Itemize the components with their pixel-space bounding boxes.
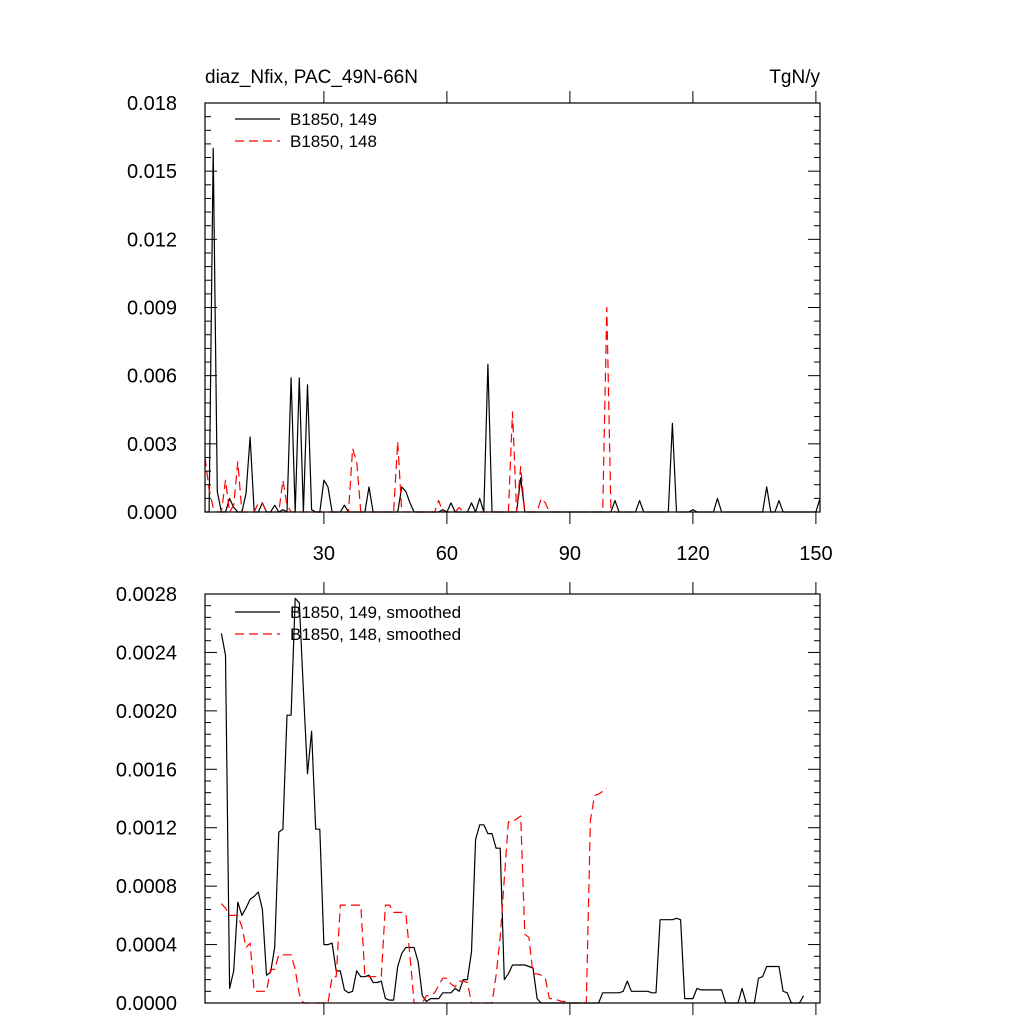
legend-label-1: B1850, 149, smoothed — [290, 603, 461, 622]
plot-frame — [204, 593, 821, 1004]
y-tick-label: 0.0016 — [116, 759, 177, 781]
legend-label-2: B1850, 148 — [290, 132, 377, 151]
x-tick-label: 120 — [676, 543, 709, 565]
x-tick-label: 30 — [313, 543, 335, 565]
y-tick-label: 0.0024 — [116, 642, 177, 664]
axes: 0.000 0.003 0.006 0.009 0.012 0.015 0.018 30 60 9… — [127, 91, 833, 565]
y-tick-label: 0.009 — [127, 298, 177, 320]
y-tick-label: 0.015 — [127, 161, 177, 183]
y-tick-label: 0.0004 — [116, 935, 177, 957]
x-tick-label: 60 — [436, 543, 458, 565]
series-line-2 — [220, 787, 608, 1004]
y-tick-label: 0.0028 — [116, 584, 177, 606]
plot-area — [204, 147, 821, 513]
y-tick-label: 0.012 — [127, 229, 177, 251]
axes: 0.0000 0.0004 0.0008 0.0012 0.0016 0.0020 0.00… — [116, 582, 821, 1015]
bottom-chart-panel: 0.0000 0.0004 0.0008 0.0012 0.0016 0.0020 0.00… — [116, 582, 821, 1015]
plot-area — [220, 597, 805, 1004]
y-tick-label: 0.0020 — [116, 701, 177, 723]
legend-label-1: B1850, 149 — [290, 110, 377, 129]
y-tick-label: 0.003 — [127, 434, 177, 456]
legend-label-2: B1850, 148, smoothed — [290, 625, 461, 644]
x-tick-label: 90 — [559, 543, 581, 565]
legend: B1850, 149 B1850, 148 — [235, 110, 377, 151]
x-tick-label: 150 — [799, 543, 832, 565]
series-line-1 — [205, 147, 821, 513]
series-line-1 — [220, 597, 805, 1004]
y-tick-label: 0.000 — [127, 502, 177, 524]
y-tick-label: 0.0008 — [116, 876, 177, 898]
units-label: TgN/y — [769, 67, 820, 88]
legend: B1850, 149, smoothed B1850, 148, smoothed — [235, 603, 461, 644]
y-tick-label: 0.006 — [127, 366, 177, 388]
series-line-2 — [204, 306, 620, 513]
chart-title: diaz_Nfix, PAC_49N-66N — [205, 67, 418, 88]
y-tick-label: 0.0000 — [116, 993, 177, 1015]
y-tick-label: 0.018 — [127, 93, 177, 115]
y-tick-label: 0.0012 — [116, 818, 177, 840]
top-chart-panel: diaz_Nfix, PAC_49N-66N TgN/y 0.0000.0030… — [127, 67, 833, 565]
